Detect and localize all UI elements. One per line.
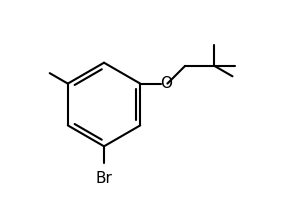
Text: Br: Br — [96, 171, 112, 186]
Text: O: O — [160, 76, 172, 91]
